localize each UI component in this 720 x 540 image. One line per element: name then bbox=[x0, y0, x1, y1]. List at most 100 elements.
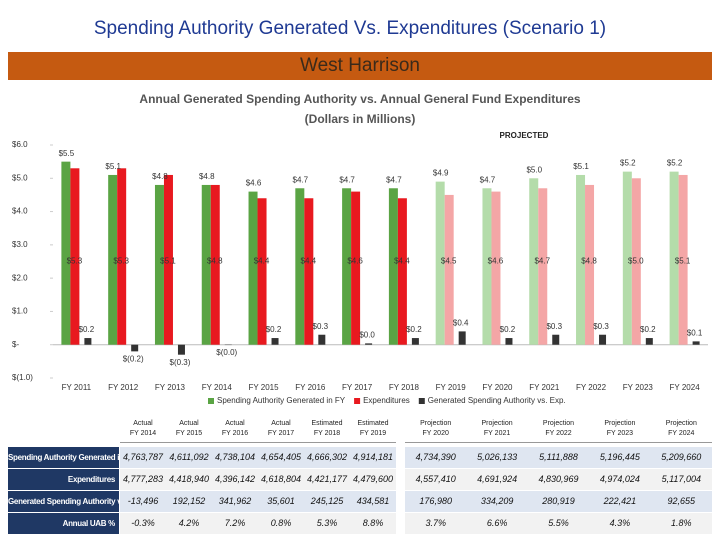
header-line: FY 2020 bbox=[422, 430, 449, 437]
column-header: Projection FY 2023 bbox=[589, 419, 651, 443]
bar bbox=[351, 191, 361, 345]
bar bbox=[131, 344, 139, 352]
data-label: $4.6 bbox=[246, 179, 262, 188]
chart: Annual Generated Spending Authority vs. … bbox=[8, 82, 712, 415]
data-label: $(0.3) bbox=[170, 358, 191, 367]
bar bbox=[61, 161, 71, 345]
data-label: $0.2 bbox=[79, 325, 95, 334]
bar bbox=[435, 181, 445, 345]
header-line: FY 2022 bbox=[545, 430, 572, 437]
data-label: $4.8 bbox=[199, 172, 215, 181]
table-cell: 4,421,177 bbox=[304, 469, 350, 491]
bar bbox=[505, 338, 513, 345]
x-tick-label: FY 2016 bbox=[295, 383, 326, 392]
data-label: $5.5 bbox=[59, 149, 75, 158]
bar bbox=[585, 184, 595, 345]
bar bbox=[397, 198, 407, 345]
data-label: $0.2 bbox=[640, 325, 656, 334]
legend-label: Generated Spending Authority vs. Exp. bbox=[428, 396, 566, 405]
data-label: $0.3 bbox=[313, 322, 329, 331]
data-label: $0.2 bbox=[406, 325, 422, 334]
x-tick-label: FY 2019 bbox=[436, 383, 467, 392]
chart-title: Annual Generated Spending Authority vs. … bbox=[139, 92, 580, 106]
column-header: Actual FY 2017 bbox=[258, 419, 304, 443]
data-label: $0.3 bbox=[593, 322, 609, 331]
data-label: $4.8 bbox=[581, 257, 597, 266]
legend-label: Spending Authority Generated in FY bbox=[217, 396, 346, 405]
table-cell: 5,111,888 bbox=[527, 447, 590, 469]
bar bbox=[538, 188, 548, 345]
y-tick-label: $4.0 bbox=[12, 207, 28, 216]
row-label: Generated Spending Authority vs. Exp. bbox=[8, 491, 145, 513]
x-tick-label: FY 2014 bbox=[202, 383, 233, 392]
data-label: $5.1 bbox=[675, 257, 691, 266]
table-cell: 4,738,104 bbox=[212, 447, 258, 469]
header-line: FY 2021 bbox=[483, 430, 511, 437]
header-line: Projection bbox=[420, 420, 452, 427]
table-cell: 5.3% bbox=[304, 513, 350, 535]
y-tick-label: $- bbox=[12, 340, 19, 349]
table-cell: -13,496 bbox=[120, 491, 166, 513]
bar bbox=[576, 174, 586, 345]
bar bbox=[201, 184, 211, 345]
table-cell: 35,601 bbox=[258, 491, 304, 513]
table-cell: 6.6% bbox=[466, 513, 528, 535]
table-cell: 5,196,445 bbox=[589, 447, 651, 469]
data-label: $4.8 bbox=[207, 257, 223, 266]
header-line: Actual bbox=[271, 420, 291, 427]
bar bbox=[529, 178, 539, 345]
table-cell: 280,919 bbox=[527, 491, 590, 513]
table-cell: 4,666,302 bbox=[304, 447, 350, 469]
data-label: $4.5 bbox=[441, 257, 457, 266]
data-label: $4.7 bbox=[480, 175, 496, 184]
table-cell: 4,479,600 bbox=[350, 469, 396, 491]
header-line: Projection bbox=[604, 420, 636, 427]
data-label: $0.2 bbox=[500, 325, 516, 334]
bar bbox=[108, 174, 118, 345]
x-tick-label: FY 2023 bbox=[623, 383, 654, 392]
header-line: Projection bbox=[481, 420, 513, 427]
header-line: FY 2019 bbox=[359, 430, 387, 437]
table: Actual FY 2014 Actual FY 2015 Actual FY 2016 A… bbox=[8, 417, 712, 537]
bar bbox=[365, 343, 373, 345]
bar bbox=[304, 198, 314, 345]
table-cell: 4,763,787 bbox=[120, 447, 166, 469]
x-tick-label: FY 2012 bbox=[108, 383, 139, 392]
bar bbox=[669, 171, 679, 345]
data-label: $0.2 bbox=[266, 325, 282, 334]
table-cell: 4,557,410 bbox=[405, 469, 467, 491]
bar bbox=[622, 171, 632, 345]
bar bbox=[692, 341, 700, 345]
data-label: $5.2 bbox=[667, 159, 683, 168]
header-line: FY 2017 bbox=[267, 430, 295, 437]
table-cell: 4,691,924 bbox=[466, 469, 528, 491]
table-cell: 4,611,092 bbox=[166, 447, 212, 469]
data-label: $4.6 bbox=[488, 257, 504, 266]
data-label: $5.2 bbox=[620, 159, 636, 168]
x-tick-label: FY 2011 bbox=[62, 383, 92, 392]
row-label: Spending Authority Generated in FY bbox=[8, 447, 136, 469]
data-label: $0.4 bbox=[453, 319, 469, 328]
bar bbox=[599, 334, 607, 345]
y-tick-label: $5.0 bbox=[12, 173, 28, 182]
data-label: $4.4 bbox=[394, 257, 410, 266]
data-label: $5.3 bbox=[67, 257, 83, 266]
table-cell: -0.3% bbox=[120, 513, 166, 535]
table-cell: 0.8% bbox=[258, 513, 304, 535]
data-label: $4.7 bbox=[293, 175, 309, 184]
table-cell: 1.8% bbox=[650, 513, 712, 535]
column-header: Projection FY 2021 bbox=[466, 419, 528, 443]
bar bbox=[70, 168, 80, 345]
column-header: Projection FY 2020 bbox=[405, 419, 467, 443]
bar bbox=[678, 174, 688, 345]
table-cell: 334,209 bbox=[466, 491, 528, 513]
bar bbox=[117, 168, 127, 345]
table-cell: 4,734,390 bbox=[405, 447, 467, 469]
table-cell: 222,421 bbox=[589, 491, 651, 513]
header-line: Actual bbox=[225, 420, 245, 427]
data-label: $4.8 bbox=[152, 172, 168, 181]
bar bbox=[411, 338, 419, 345]
table-cell: 434,581 bbox=[350, 491, 396, 513]
column-header: Estimated FY 2018 bbox=[304, 419, 350, 443]
table-cell: 4,830,969 bbox=[527, 469, 590, 491]
